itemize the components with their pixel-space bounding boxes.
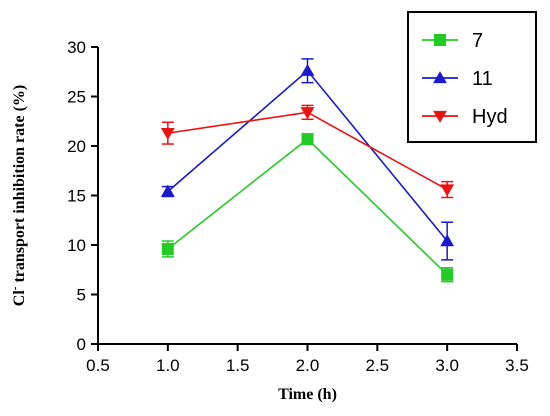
data-point [160,184,175,197]
y-tick-label: 15 [67,187,86,206]
data-point [300,63,315,76]
x-tick-label: 2.5 [366,356,390,375]
x-tick-label: 3.0 [435,356,459,375]
x-tick-label: 0.5 [86,356,110,375]
y-tick-label: 10 [67,236,86,255]
x-tick-label: 1.5 [226,356,250,375]
legend-marker [433,110,447,123]
series-line [167,111,448,191]
y-axis-title-rest: transport inhibition rate (%) [11,85,28,287]
data-point [440,234,455,247]
x-tick-label: 1.0 [156,356,180,375]
x-ticks: 0.5 1.0 1.5 2.0 2.5 3.0 3.5 [86,344,529,375]
y-tick-label: 0 [77,335,86,354]
y-tick-label: 30 [67,38,86,57]
legend-item-11: 11 [422,68,493,90]
legend-item-Hyd: Hyd [422,106,508,128]
y-tick-label: 5 [77,286,86,305]
legend-label: 7 [472,30,483,52]
data-point [300,107,315,120]
legend-label: Hyd [472,106,508,128]
data-point [161,242,174,255]
y-ticks: 0 5 10 15 20 25 30 [67,38,98,354]
legend-item-7: 7 [422,30,483,52]
data-point [301,133,314,146]
data-point [440,184,455,197]
y-axis-title-prefix: Cl [11,290,28,307]
series-11 [160,58,455,261]
y-tick-label: 20 [67,137,86,156]
x-axis-title: Time (h) [278,386,337,403]
legend-box [407,11,537,143]
y-axis-title-sup: - [9,286,21,290]
series-layer [160,58,455,283]
y-tick-label: 25 [67,88,86,107]
legend: 7 11 Hyd [407,11,537,143]
data-point [160,127,175,141]
legend-label: 11 [472,68,493,90]
series-line [167,138,448,276]
y-axis-title: Cl- transport inhibition rate (%) [9,85,28,306]
legend-items: 7 11 Hyd [422,30,508,128]
series-Hyd [160,104,455,199]
x-tick-label: 3.5 [505,356,529,375]
x-tick-label: 2.0 [296,356,320,375]
series-7 [161,133,454,283]
legend-marker [434,34,446,46]
data-point [441,268,454,281]
legend-marker [433,71,447,84]
